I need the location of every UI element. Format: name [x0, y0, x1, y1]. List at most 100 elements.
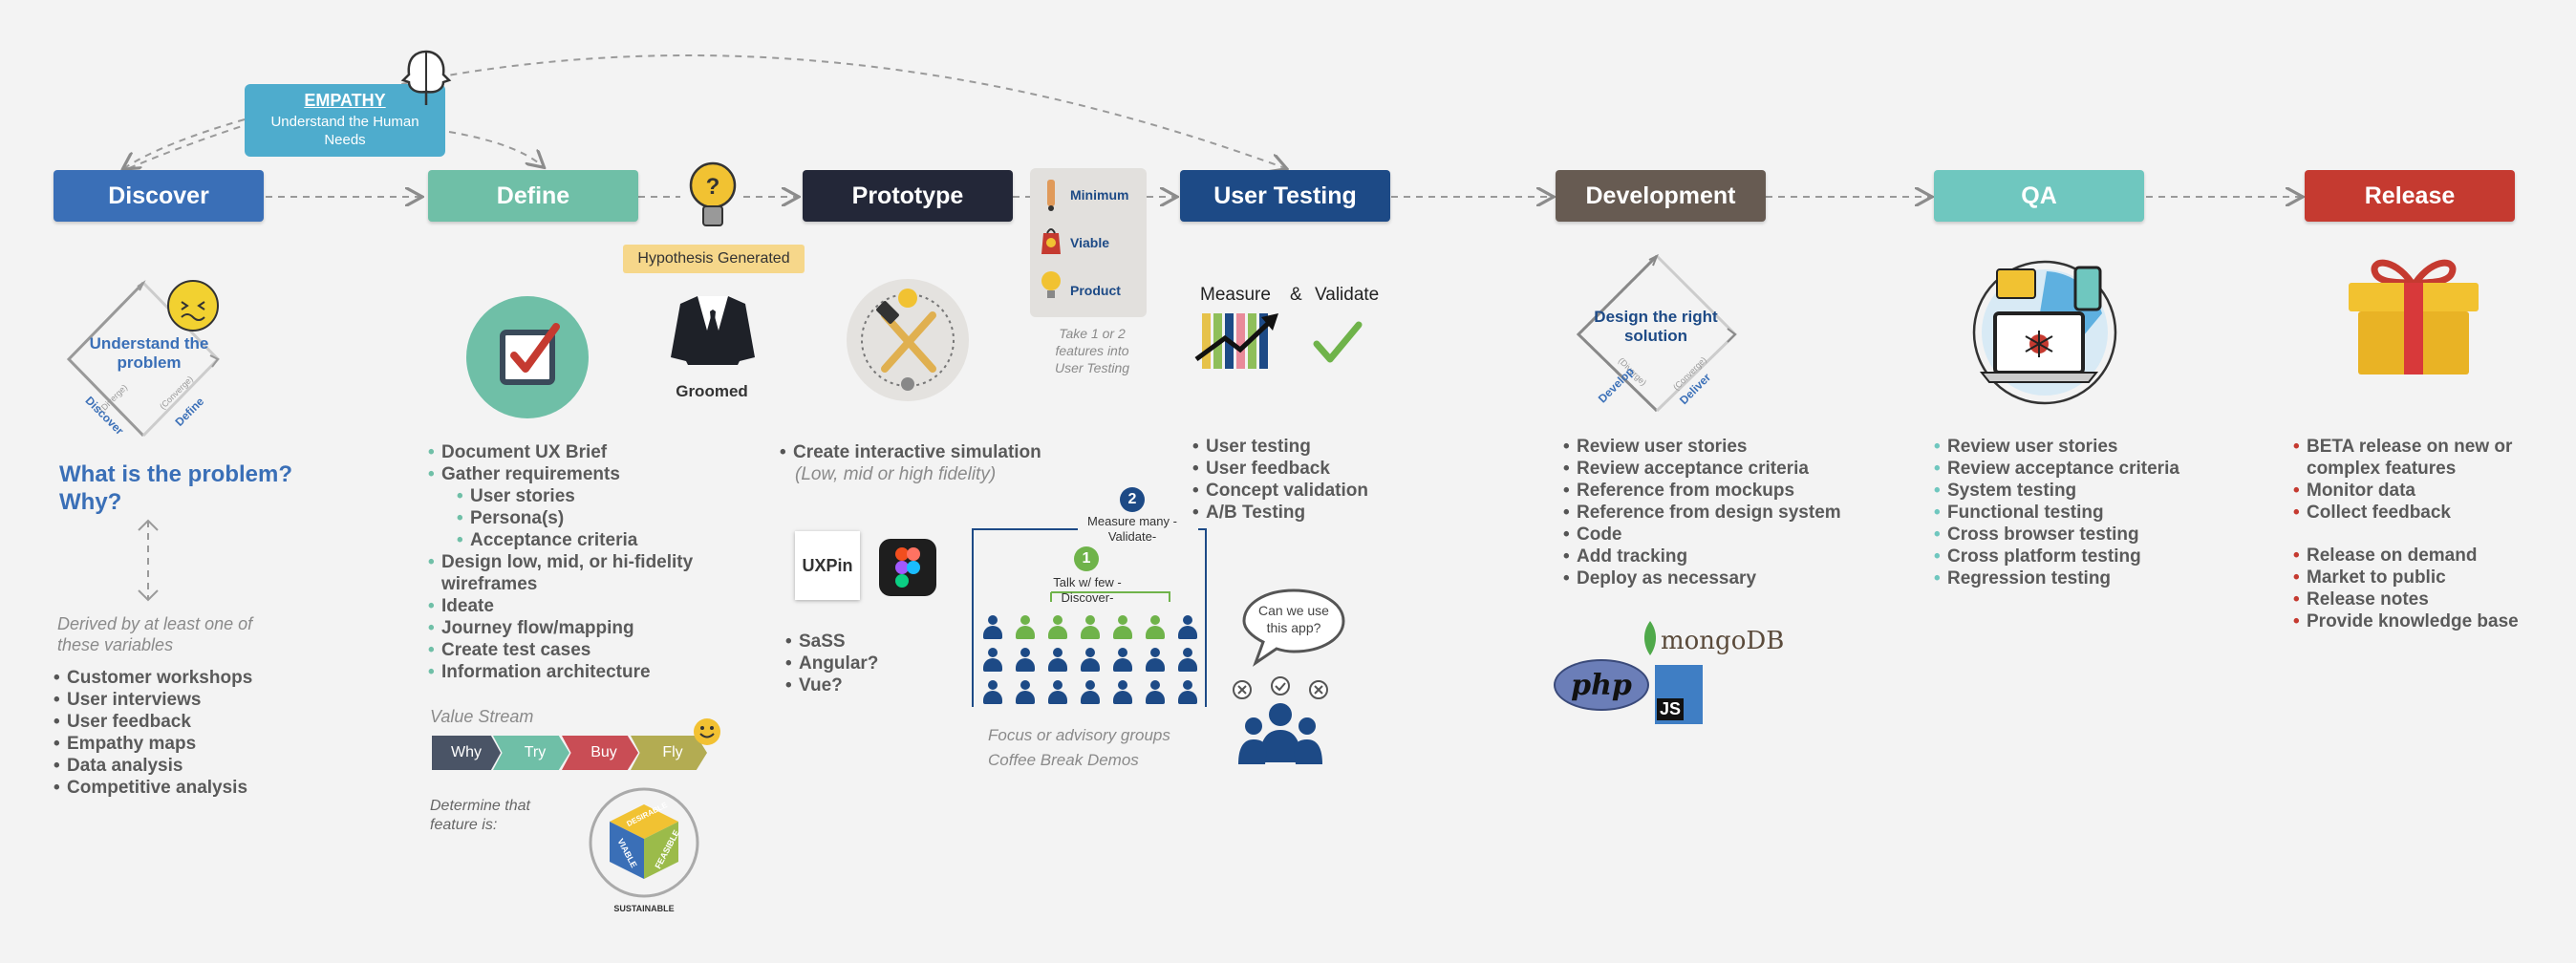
person-icon [1145, 648, 1166, 674]
person-icon [1177, 680, 1198, 707]
release-demand-item-2: Release notes [2293, 588, 2561, 610]
people-grid [977, 615, 1204, 707]
discover-diamond [66, 280, 221, 438]
empathy-subtitle: Understand the Human Needs [270, 114, 419, 148]
groups-frame [972, 528, 1207, 707]
person-icon [1145, 680, 1166, 707]
person-icon [1015, 615, 1036, 642]
gift-icon [2349, 259, 2479, 374]
discover-question: What is the problem? Why? [59, 461, 293, 515]
value-stream-step-try: Try [493, 736, 569, 770]
release-item-2: Collect feedback [2293, 502, 2561, 524]
value-stream-step-fly: Fly [631, 736, 707, 770]
person-icon [1080, 680, 1101, 707]
discover-item-2: User feedback [54, 711, 283, 733]
stage-qa[interactable]: QA [1934, 170, 2144, 222]
talk-few-label: Talk w/ few -Discover- [1053, 575, 1122, 605]
person-icon [1112, 680, 1133, 707]
discover-diamond-label: Understand the problem [89, 334, 209, 372]
person-icon [982, 680, 1003, 707]
badge-2: 2 [1120, 487, 1145, 512]
qa-item-2: System testing [1934, 480, 2240, 502]
stage-prototype[interactable]: Prototype [803, 170, 1013, 222]
development-item-5: Add tracking [1563, 546, 1878, 567]
development-item-1: Review acceptance criteria [1563, 458, 1878, 480]
tech-item-2: Vue? [785, 674, 919, 696]
define-item-7: Journey flow/mapping [428, 617, 715, 639]
value-stream-step-buy: Buy [562, 736, 638, 770]
team-icon [1233, 676, 1328, 764]
uxpin-text: UXPin [802, 555, 853, 575]
development-item-4: Code [1563, 524, 1878, 546]
arrow-usertesting-loop [128, 54, 1285, 168]
prototype-item-0: Create interactive simulation [780, 441, 1085, 463]
define-item-5: Design low, mid, or hi-fidelity wirefram… [428, 551, 715, 595]
define-item-4: Acceptance criteria [428, 529, 715, 551]
jacket-icon [671, 296, 755, 365]
stage-development[interactable]: Development [1556, 170, 1766, 222]
prototype-list: Create interactive simulation [780, 441, 1085, 463]
person-icon [1145, 615, 1166, 642]
user-testing-item-3: A/B Testing [1192, 502, 1422, 524]
mvp-minimum: Minimum [1070, 187, 1129, 203]
person-icon [1015, 648, 1036, 674]
bubble-text: Can we use this app? [1258, 603, 1329, 635]
measure-chart-icon [1194, 313, 1363, 369]
release-item-0: BETA release on new or complex features [2293, 436, 2561, 480]
define-item-8: Create test cases [428, 639, 715, 661]
define-item-0: Document UX Brief [428, 441, 715, 463]
figma-icon [879, 539, 936, 596]
skateboard-icon [1047, 180, 1055, 211]
development-diamond [1576, 253, 1738, 413]
person-icon [1080, 615, 1101, 642]
define-item-6: Ideate [428, 595, 715, 617]
stage-define[interactable]: Define [428, 170, 638, 222]
development-item-2: Reference from mockups [1563, 480, 1878, 502]
qa-item-6: Regression testing [1934, 567, 2240, 589]
empathy-box: EMPATHY Understand the Human Needs [245, 84, 445, 157]
development-list: Review user storiesReview acceptance cri… [1563, 436, 1878, 589]
lantern-icon [1041, 228, 1061, 254]
release-demand-item-1: Market to public [2293, 567, 2561, 588]
tools-icon [847, 279, 969, 401]
development-item-3: Reference from design system [1563, 502, 1878, 524]
discover-item-4: Data analysis [54, 755, 283, 777]
hypothesis-badge: Hypothesis Generated [623, 245, 805, 273]
development-item-0: Review user stories [1563, 436, 1878, 458]
amp-label: & [1290, 285, 1302, 305]
coffee-demos-label: Coffee Break Demos [988, 751, 1139, 769]
uxpin-logo: UXPin [795, 531, 860, 600]
person-icon [1177, 615, 1198, 642]
stage-discover[interactable]: Discover [54, 170, 264, 222]
person-icon [1047, 615, 1068, 642]
development-item-6: Deploy as necessary [1563, 567, 1878, 589]
php-logo: php [1554, 659, 1649, 711]
qa-item-4: Cross browser testing [1934, 524, 2240, 546]
checkbox-icon [466, 296, 589, 418]
release-list-2: Release on demandMarket to publicRelease… [2293, 545, 2561, 632]
person-icon [982, 648, 1003, 674]
release-item-1: Monitor data [2293, 480, 2561, 502]
determine-label: Determine that feature is: [430, 798, 530, 833]
groomed-label: Groomed [676, 382, 748, 400]
arrow-empathy-define [448, 131, 543, 166]
speech-bubble [1242, 588, 1345, 667]
user-testing-item-1: User feedback [1192, 458, 1422, 480]
cube-sustainable: SUSTAINABLE [613, 904, 675, 913]
js-text: JS [1657, 698, 1685, 720]
stage-release[interactable]: Release [2305, 170, 2515, 222]
user-testing-item-0: User testing [1192, 436, 1422, 458]
define-item-2: User stories [428, 485, 715, 507]
qa-item-5: Cross platform testing [1934, 546, 2240, 567]
stage-user-testing[interactable]: User Testing [1180, 170, 1390, 222]
discover-item-1: User interviews [54, 689, 283, 711]
define-list: Document UX BriefGather requirementsUser… [428, 441, 715, 683]
person-icon [1015, 680, 1036, 707]
focus-groups-label: Focus or advisory groups [988, 726, 1170, 744]
svg-text:?: ? [706, 174, 720, 200]
development-diamond-label: Design the right solution [1594, 308, 1718, 345]
discover-item-5: Competitive analysis [54, 777, 283, 799]
person-icon [1177, 648, 1198, 674]
prototype-fidelity: (Low, mid or high fidelity) [795, 464, 997, 484]
